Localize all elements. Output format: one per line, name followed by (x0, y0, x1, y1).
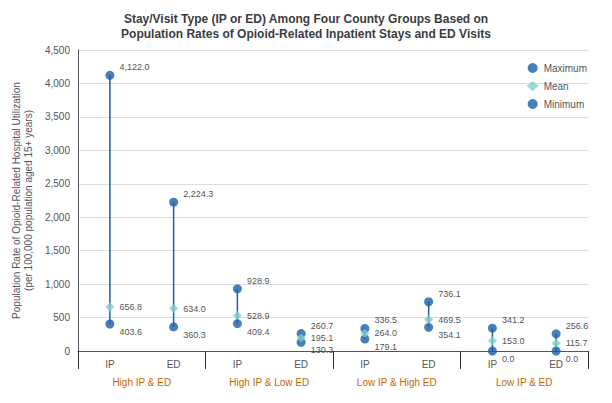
svg-text:130.3: 130.3 (311, 345, 334, 355)
svg-text:256.6: 256.6 (566, 321, 589, 331)
svg-text:Minimum: Minimum (544, 99, 585, 110)
svg-text:4,000: 4,000 (45, 78, 70, 89)
svg-text:195.1: 195.1 (311, 333, 334, 343)
svg-text:528.9: 528.9 (247, 311, 270, 321)
svg-text:179.1: 179.1 (374, 342, 397, 352)
svg-text:4,500: 4,500 (45, 45, 70, 56)
svg-text:3,000: 3,000 (45, 145, 70, 156)
svg-text:0.0: 0.0 (566, 354, 579, 364)
svg-text:469.5: 469.5 (438, 315, 461, 325)
svg-text:IP: IP (105, 359, 115, 370)
svg-text:High IP & ED: High IP & ED (112, 377, 171, 388)
svg-text:ED: ED (294, 359, 308, 370)
svg-text:Low IP & ED: Low IP & ED (496, 377, 553, 388)
svg-text:ED: ED (549, 359, 563, 370)
svg-text:264.0: 264.0 (374, 328, 397, 338)
svg-text:2,000: 2,000 (45, 212, 70, 223)
svg-text:153.0: 153.0 (502, 336, 525, 346)
svg-text:1,500: 1,500 (45, 245, 70, 256)
svg-text:Maximum: Maximum (544, 63, 587, 74)
svg-text:ED: ED (422, 359, 436, 370)
svg-text:Mean: Mean (544, 81, 569, 92)
svg-text:3,500: 3,500 (45, 111, 70, 122)
svg-text:341.2: 341.2 (502, 315, 525, 325)
svg-text:(per 100,000 population aged 1: (per 100,000 population aged 15+ years) (23, 110, 34, 291)
svg-text:1,000: 1,000 (45, 279, 70, 290)
svg-text:0.0: 0.0 (502, 354, 515, 364)
svg-text:634.0: 634.0 (183, 304, 206, 314)
svg-text:Population Rate of Opioid-Rela: Population Rate of Opioid-Related Hospit… (11, 82, 22, 319)
svg-text:928.9: 928.9 (247, 276, 270, 286)
svg-text:336.5: 336.5 (374, 315, 397, 325)
svg-text:260.7: 260.7 (311, 321, 334, 331)
svg-text:4,122.0: 4,122.0 (119, 62, 149, 72)
svg-text:656.8: 656.8 (119, 302, 142, 312)
svg-text:2,224.3: 2,224.3 (183, 189, 213, 199)
svg-text:Population Rates of Opioid-Rel: Population Rates of Opioid-Related Inpat… (121, 27, 491, 41)
svg-text:0: 0 (64, 346, 70, 357)
svg-text:736.1: 736.1 (438, 289, 461, 299)
svg-text:Low IP & High ED: Low IP & High ED (357, 377, 437, 388)
svg-text:Stay/Visit Type (IP or ED) Amo: Stay/Visit Type (IP or ED) Among Four Co… (124, 12, 488, 26)
svg-text:354.1: 354.1 (438, 330, 461, 340)
svg-text:360.3: 360.3 (183, 330, 206, 340)
svg-text:2,500: 2,500 (45, 178, 70, 189)
svg-text:High IP & Low ED: High IP & Low ED (229, 377, 309, 388)
svg-text:IP: IP (488, 359, 498, 370)
svg-text:ED: ED (167, 359, 181, 370)
svg-text:500: 500 (53, 312, 70, 323)
svg-text:IP: IP (233, 359, 243, 370)
svg-text:403.6: 403.6 (119, 327, 142, 337)
svg-text:115.7: 115.7 (566, 338, 588, 348)
svg-text:409.4: 409.4 (247, 327, 270, 337)
svg-text:IP: IP (360, 359, 370, 370)
